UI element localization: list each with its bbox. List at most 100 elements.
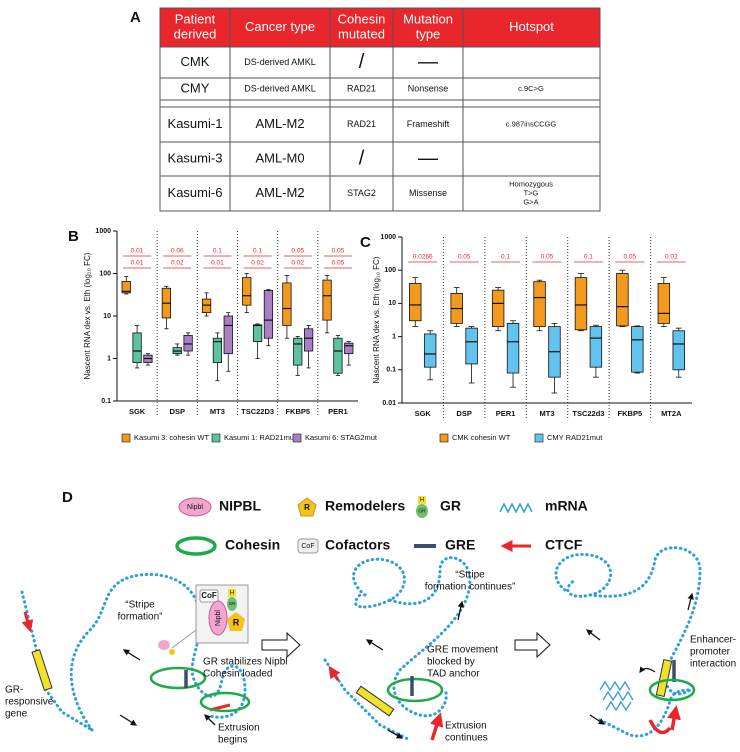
panel-label: C	[360, 234, 371, 251]
box	[121, 281, 131, 294]
table-cell: RAD21	[347, 83, 376, 93]
icon-text: H	[420, 498, 424, 504]
box	[183, 334, 193, 352]
p-value: 0.05	[332, 248, 345, 255]
legend-text: mRNA	[545, 498, 588, 514]
note: responsive	[5, 697, 54, 708]
note: gene	[5, 709, 28, 720]
p-value: 0.02	[291, 260, 304, 267]
chromatin	[554, 546, 702, 738]
note: blocked by	[427, 657, 475, 668]
gr	[227, 597, 237, 611]
gene	[655, 658, 673, 698]
panel-label: B	[68, 228, 79, 245]
x-tick-label: MT3	[540, 409, 555, 418]
table-cell: DS-derived AMKL	[244, 57, 316, 67]
header-cell: derived	[174, 26, 217, 41]
p-value: 0.05	[541, 254, 554, 261]
p-value: 0.01	[131, 260, 144, 267]
note: promoter	[690, 647, 731, 658]
table-cell: T>G	[524, 188, 539, 197]
box	[132, 332, 142, 364]
box	[263, 290, 274, 339]
box	[212, 337, 223, 364]
table-cell: Nonsense	[408, 83, 449, 93]
note: Enhancer-	[690, 635, 736, 646]
header-cell: type	[416, 26, 441, 41]
box	[506, 322, 520, 374]
x-tick-label: SGK	[415, 409, 432, 418]
cofactor	[199, 589, 219, 603]
box	[465, 327, 478, 365]
p-value: 0.0266	[413, 254, 433, 261]
note: formation continues”	[425, 582, 516, 593]
table-cell: c.9C>G	[518, 84, 544, 93]
note: interaction	[690, 659, 736, 670]
p-value: 0.1	[584, 254, 593, 261]
nipbl	[158, 640, 170, 650]
y-tick-label: 0.01	[382, 400, 396, 407]
table-cell: CMK	[181, 54, 210, 69]
box	[589, 326, 603, 368]
legend-swatch	[121, 433, 131, 443]
note: continues	[445, 733, 488, 744]
header-cell: Patient	[175, 11, 216, 26]
box	[303, 328, 314, 352]
ctcf	[429, 712, 444, 741]
table-cell: Kasumi-1	[168, 116, 223, 131]
p-value: 0.05	[291, 248, 304, 255]
table-cell: AML-M2	[255, 185, 304, 200]
box	[423, 333, 437, 368]
y-tick-label: 1000	[95, 228, 111, 235]
p-value: 0.05	[458, 254, 471, 261]
icon-text: GR	[229, 601, 237, 606]
y-tick-label: 1000	[380, 234, 396, 241]
box	[293, 337, 303, 366]
panel-label: D	[62, 489, 73, 506]
table-border	[159, 7, 601, 212]
y-tick-label: 10	[103, 313, 111, 320]
x-tick-label: PER1	[328, 407, 348, 416]
x-tick-label: DSP	[456, 409, 471, 418]
x-tick-label: FKBP5	[618, 409, 643, 418]
note: “Stripe	[125, 600, 155, 611]
y-tick-label: 0.1	[386, 367, 396, 374]
nipbl	[208, 600, 228, 636]
charts: B Nascent RNA dex vs. Eth (log₁₀ FC) 0.1 1 1…	[68, 228, 692, 443]
y-tick-label: 100	[384, 267, 396, 274]
note: Extrusion	[445, 721, 487, 732]
box	[201, 298, 212, 314]
p-value: 0.01	[211, 260, 224, 267]
remodeler	[169, 649, 175, 655]
legend-text: NIPBL	[219, 498, 261, 514]
p-value: 0.02	[251, 260, 264, 267]
box	[574, 277, 588, 331]
header-cell: mutated	[338, 26, 385, 41]
table-cell: —	[418, 147, 438, 169]
table-cell: CMY	[181, 80, 210, 95]
table-header	[160, 8, 600, 47]
arrow	[122, 649, 141, 661]
p-value: 0.1	[501, 254, 510, 261]
inset-pointer	[171, 629, 197, 649]
table-cell: —	[418, 51, 438, 73]
arrow	[585, 629, 601, 641]
p-value: 0.05	[332, 260, 345, 267]
panel-label: A	[130, 9, 141, 26]
legend-label: Kasumi 1: RAD21mut	[224, 433, 297, 442]
icon-text: R	[304, 503, 310, 512]
box	[333, 337, 343, 374]
box	[409, 283, 422, 322]
legend-text: Cofactors	[325, 537, 391, 553]
table-cell: STAG2	[347, 188, 376, 198]
note: Extrusion	[218, 723, 260, 734]
p-value: 0.01	[131, 248, 144, 255]
ctcf	[648, 719, 672, 735]
remodeler-icon	[297, 497, 317, 517]
legend-label: CMY RAD21mut	[547, 433, 603, 442]
arrow	[457, 600, 465, 621]
x-tick-label: TSC22d3	[572, 409, 604, 418]
icon-text: Nipbl	[215, 610, 222, 626]
